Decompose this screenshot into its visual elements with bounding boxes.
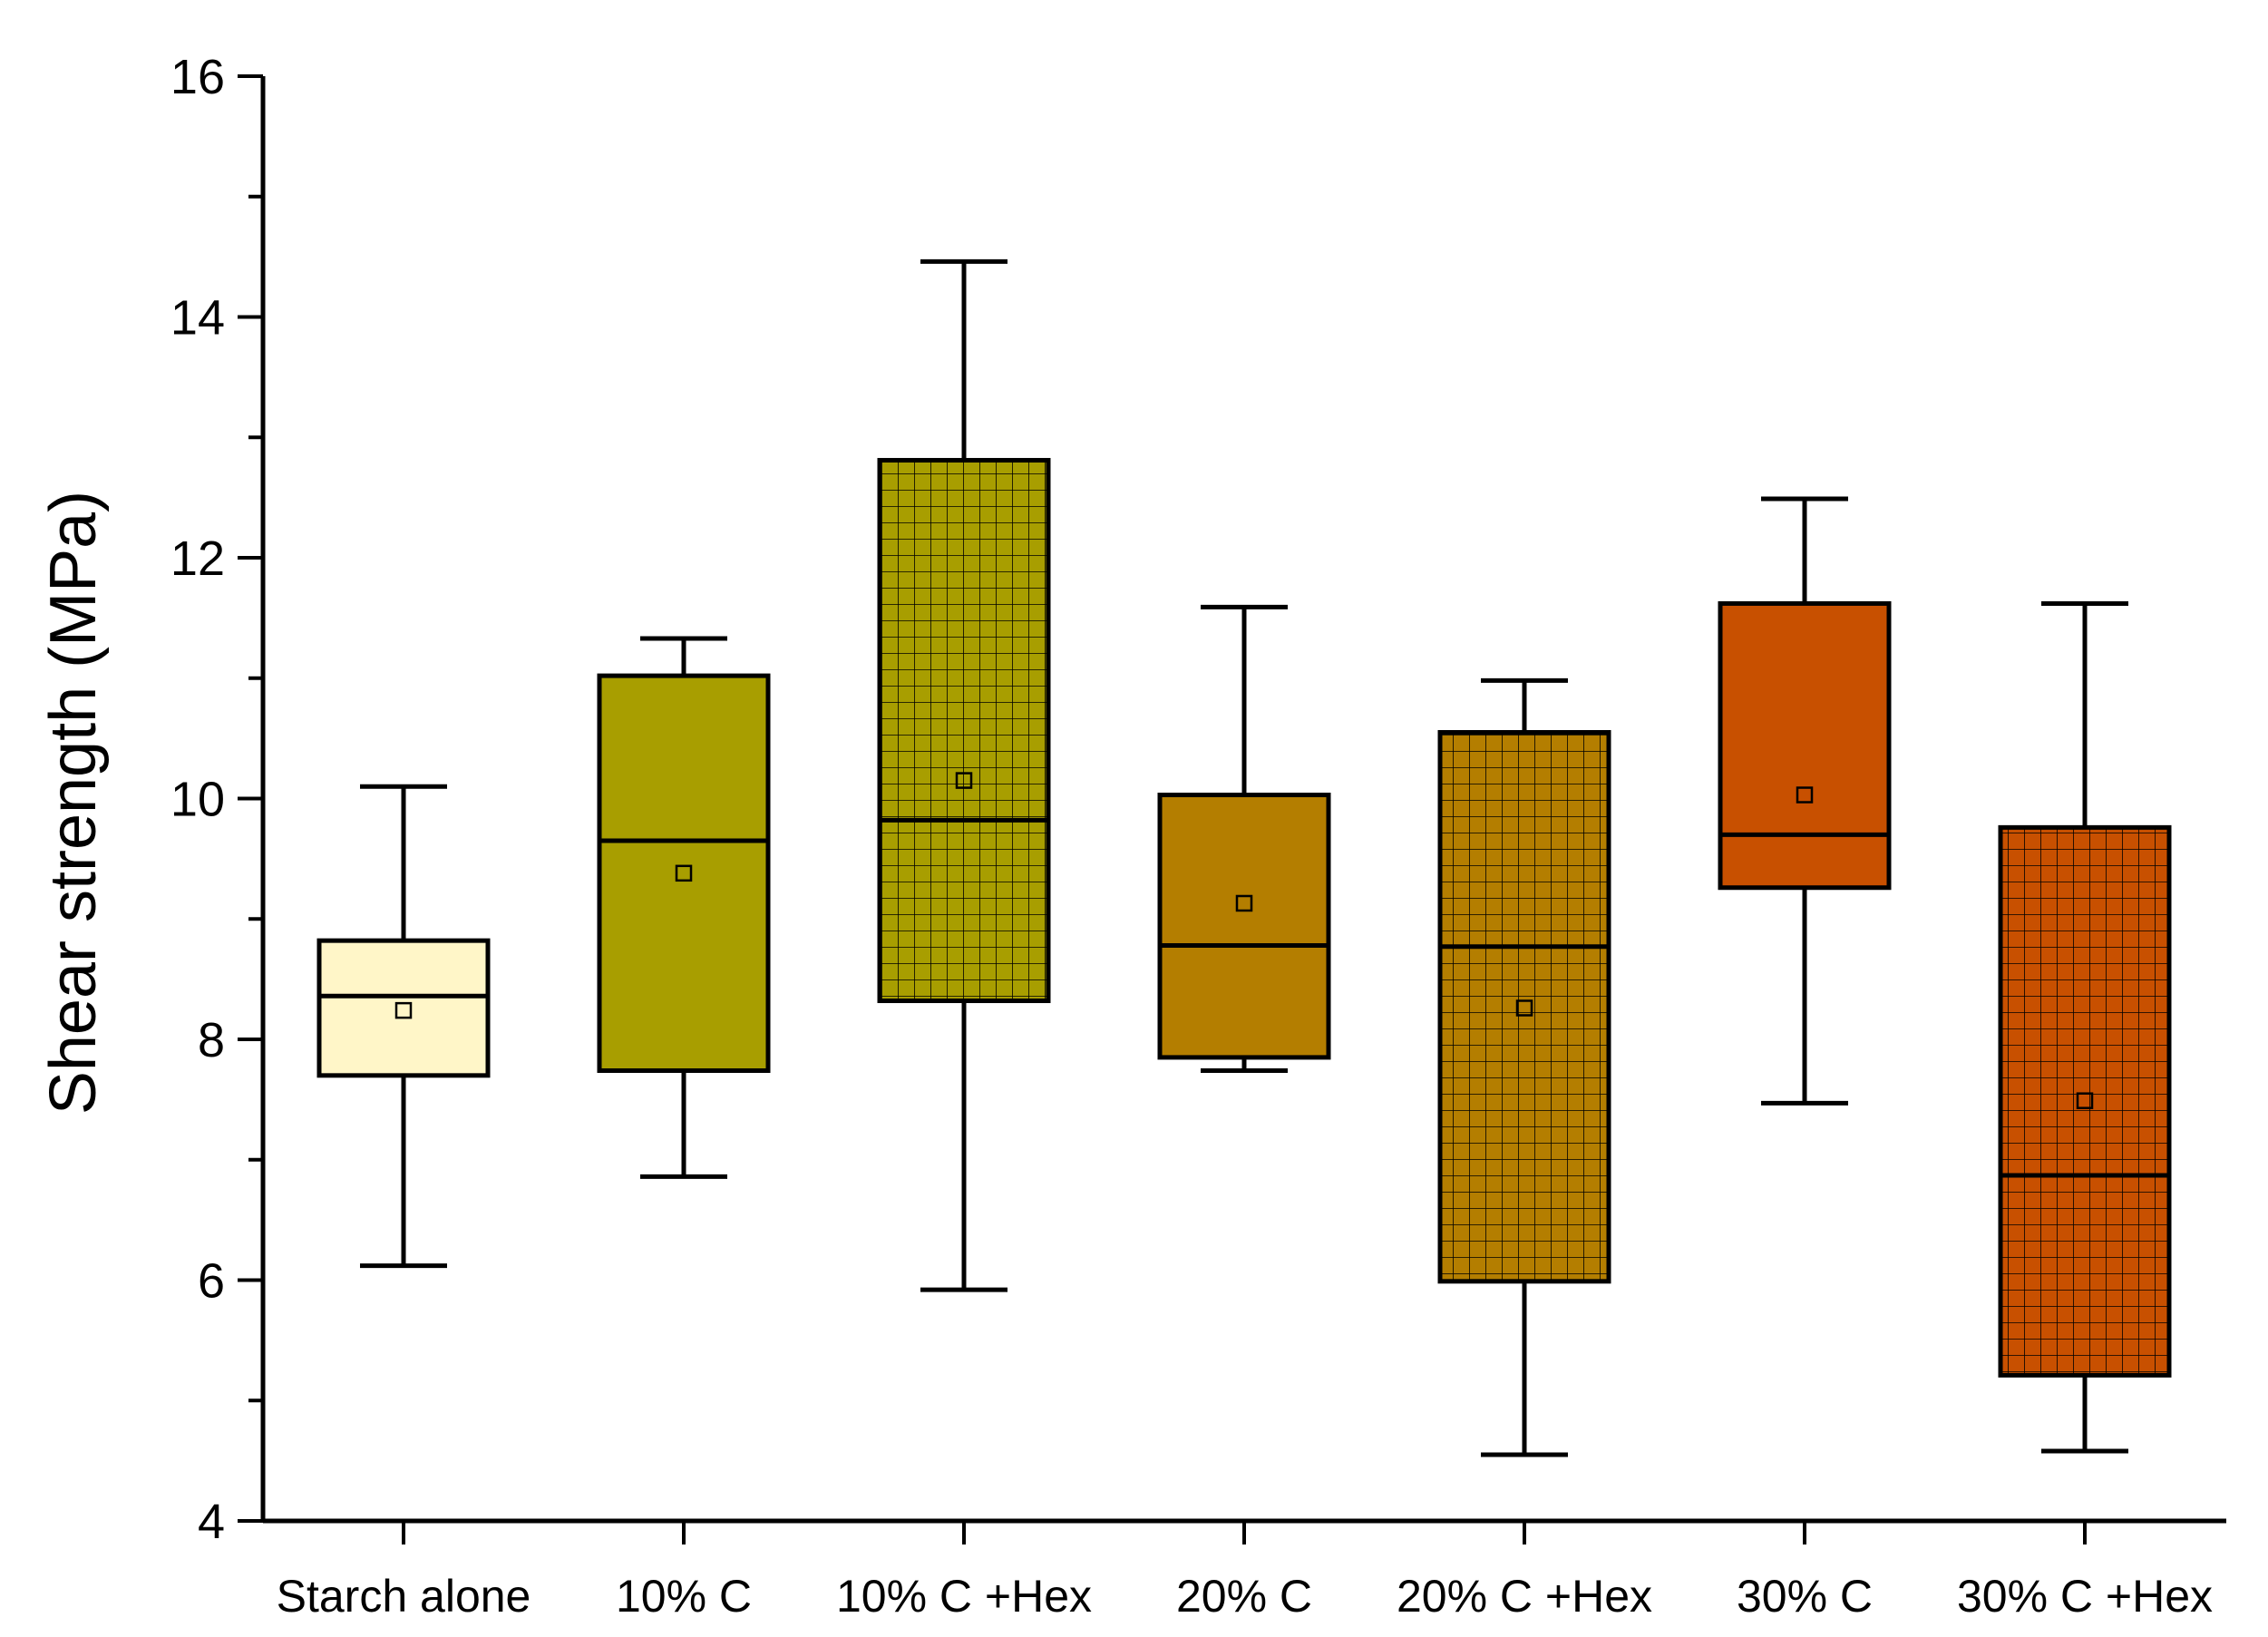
box-body: [1437, 729, 1611, 1284]
y-axis-title: Shear strength (MPa): [37, 491, 110, 1115]
x-tick-label: 10% C: [616, 1571, 752, 1622]
box-body: [1718, 600, 1892, 891]
box-5: [1718, 496, 1892, 1106]
mean-marker: [1796, 786, 1814, 804]
box-4: [1437, 677, 1611, 1457]
box-body: [877, 457, 1051, 1004]
box-body: [316, 938, 491, 1078]
box-1: [597, 636, 771, 1179]
box-body: [1157, 793, 1331, 1060]
x-tick-label: 10% C +Hex: [836, 1571, 1092, 1622]
box-6: [1998, 600, 2172, 1454]
mean-marker: [1515, 999, 1533, 1017]
y-tick-label: 6: [198, 1254, 225, 1309]
mean-marker: [1235, 894, 1253, 912]
box-0: [316, 784, 491, 1269]
box-2: [877, 258, 1051, 1292]
x-tick-label: 30% C: [1737, 1571, 1873, 1622]
axes: Starch alone 10% C 10% C +Hex 20% C 20% C +H…: [170, 50, 2226, 1622]
box-body: [1998, 824, 2172, 1378]
y-tick-label: 10: [170, 773, 225, 827]
mean-marker: [675, 864, 693, 882]
mean-marker: [2076, 1092, 2094, 1109]
mean-marker: [394, 1001, 413, 1019]
x-tick-label: Starch alone: [277, 1571, 531, 1622]
y-tick-label: 8: [198, 1013, 225, 1067]
box-body: [597, 673, 771, 1074]
x-tick-label: 20% C +Hex: [1397, 1571, 1652, 1622]
y-tick-label: 14: [170, 291, 225, 346]
y-tick-label: 12: [170, 531, 225, 586]
y-tick-label: 4: [198, 1495, 225, 1549]
x-tick-label: 30% C +Hex: [1957, 1571, 2213, 1622]
mean-marker: [955, 772, 973, 789]
plot-area: [316, 258, 2172, 1457]
box-3: [1157, 604, 1331, 1074]
y-tick-label: 16: [170, 50, 225, 104]
x-tick-label: 20% C: [1176, 1571, 1312, 1622]
